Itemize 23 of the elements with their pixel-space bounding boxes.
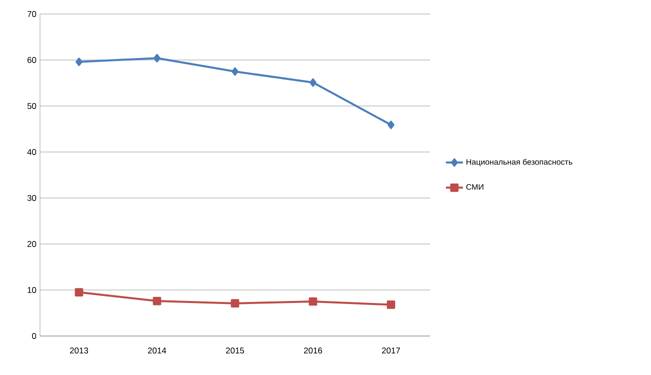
point (154, 54, 160, 62)
point (74, 288, 84, 296)
point (386, 300, 396, 309)
y-tick-label: 50 (27, 103, 36, 109)
point (310, 78, 316, 87)
point (152, 296, 162, 306)
y-tick-label: 40 (27, 149, 36, 155)
point (76, 58, 82, 66)
y-tick-label: 60 (28, 57, 36, 63)
y-tick-label: 20 (27, 241, 36, 247)
y-tick-label: 10 (28, 287, 36, 293)
x-tick-label: 2017 (382, 348, 400, 354)
point (308, 297, 318, 306)
x-tick-label: 2013 (70, 348, 88, 354)
y-tick-label: 30 (27, 195, 36, 201)
x-tick-label: 2016 (304, 348, 322, 354)
point (232, 67, 238, 76)
point (230, 299, 240, 308)
x-tick-label: 2014 (148, 348, 166, 354)
y-tick-label: 70 (28, 11, 36, 17)
point (388, 120, 394, 130)
y-tick-label: 0 (32, 333, 36, 339)
x-tick-label: 2015 (226, 348, 244, 354)
